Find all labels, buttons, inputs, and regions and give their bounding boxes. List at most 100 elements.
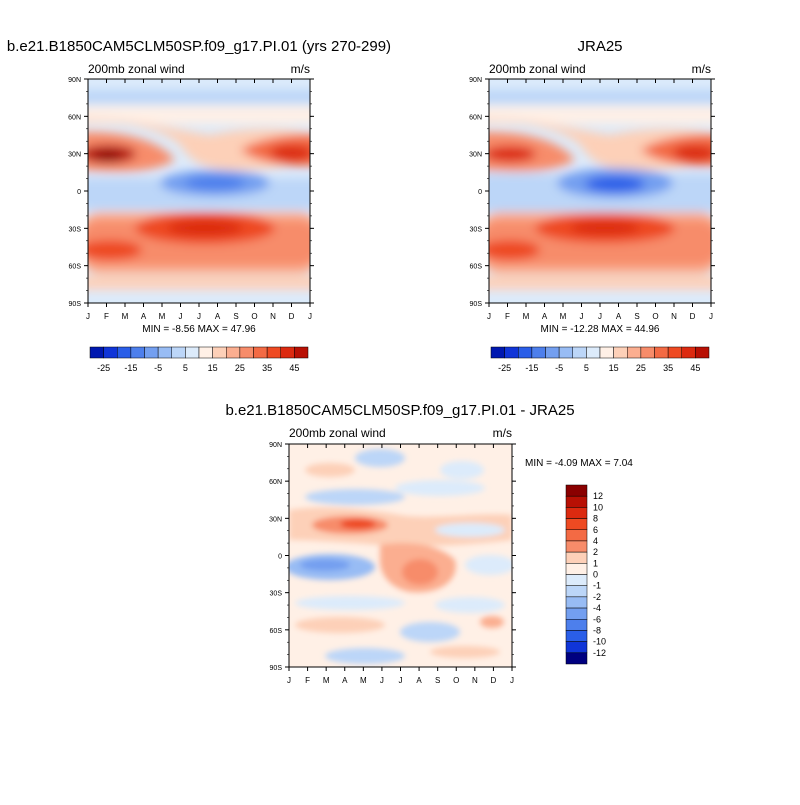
colorbar-swatch [130,346,145,359]
colorbar-swatch [253,346,268,359]
y-tick-label: 90N [68,77,81,84]
colorbar-swatch [89,346,104,359]
colorbar-label: 35 [262,363,272,373]
colorbar-label: -5 [555,363,563,373]
diff-blob-21 [430,646,500,658]
x-tick-label: F [505,312,510,321]
colorbar-swatch [565,652,588,665]
colorbar-swatch [212,346,227,359]
diff-blob-5 [395,480,485,496]
x-tick-label: M [560,312,567,321]
y-tick-label: 90S [69,301,82,308]
panel-obs-jet-sh-west [489,240,540,260]
diff-blob-19 [480,616,504,628]
colorbar-swatch [599,346,614,359]
colorbar-label: 15 [609,363,619,373]
colorbar-label: 25 [235,363,245,373]
panel-obs-units: m/s [692,62,711,76]
colorbar-swatch [565,518,588,530]
x-tick-label: A [616,312,622,321]
panel-obs-trop-low-core [585,176,645,192]
colorbar-swatch [266,346,281,359]
panel-obs-core-nh [489,146,536,162]
colorbar-label: 4 [593,536,598,546]
y-tick-label: 90N [269,442,282,449]
diff-blob-3 [305,463,355,477]
colorbar-label: -1 [593,581,601,591]
colorbar-swatch [545,346,560,359]
colorbar-swatch [198,346,213,359]
diff-blob-2 [440,461,484,479]
x-tick-label: M [122,312,129,321]
panel-diff-left-label: 200mb zonal wind [289,426,386,440]
x-tick-label: O [453,676,459,685]
panel-obs-band-45n [489,106,711,124]
diff-blob-13 [402,559,438,585]
colorbar-label: 2 [593,547,598,557]
x-tick-label: F [305,676,310,685]
x-tick-label: N [472,676,478,685]
diff-blob-20 [325,648,405,664]
panel-model-title: b.e21.B1850CAM5CLM50SP.f09_g17.PI.01 (yr… [7,38,391,55]
colorbar-swatch [565,630,588,642]
colorbar-swatch [239,346,254,359]
x-tick-label: N [671,312,677,321]
panel-obs-axes: J F M A M J J A S O N D J 90N 60N 30N 0 30S 60S 90S [469,77,715,321]
x-tick-label: S [634,312,639,321]
x-tick-label: J [709,312,713,321]
panel-diff-axes: J F M A M J J A S O N D J 90N 60N 30N 0 30S 60S 90S [269,442,516,685]
panel-model-core-nh2 [94,151,122,161]
y-tick-label: 0 [278,554,282,561]
colorbar-swatch [695,346,710,359]
colorbar-swatch [504,346,519,359]
x-tick-label: J [510,676,514,685]
colorbar-label: -12 [593,648,606,658]
colorbar-swatch [565,574,588,586]
x-tick-label: J [86,312,90,321]
panel-model-core-nh-right [270,145,310,161]
x-tick-label: J [380,676,384,685]
y-tick-label: 90S [470,301,483,308]
colorbar-label: 5 [584,363,589,373]
colorbar-label: 15 [208,363,218,373]
colorbar-label: -25 [498,363,511,373]
y-tick-label: 30S [470,226,483,233]
diff-blob-14 [465,555,512,575]
x-tick-label: M [323,676,330,685]
x-tick-label: A [342,676,348,685]
panel-obs-field [489,79,711,303]
colorbar-label: -10 [593,637,606,647]
diff-blob-4 [305,489,405,505]
y-tick-label: 60N [68,114,81,121]
panel-diff-field [289,444,512,667]
colorbar-swatch [667,346,682,359]
panel-obs-band-80s [489,290,711,303]
x-tick-label: A [542,312,548,321]
x-tick-label: J [598,312,602,321]
panel-model-field [88,79,310,303]
panel-model-trop-low-core [185,176,245,190]
panel-diff-title: b.e21.B1850CAM5CLM50SP.f09_g17.PI.01 - J… [225,402,574,419]
diff-blob-9 [435,523,505,537]
colorbar-swatch [144,346,159,359]
x-tick-label: D [289,312,295,321]
y-tick-label: 30N [469,152,482,159]
y-tick-label: 30S [69,226,82,233]
y-tick-label: 30S [270,591,283,598]
panel-model: b.e21.B1850CAM5CLM50SP.f09_g17.PI.01 (yr… [7,38,391,373]
x-tick-label: J [197,312,201,321]
panel-diff-units: m/s [493,426,512,440]
diff-blob-15 [295,596,405,610]
x-tick-label: J [580,312,584,321]
x-tick-label: S [435,676,440,685]
panel-model-band-80s [88,290,310,303]
y-tick-label: 60S [69,264,82,271]
panel-model-stats: MIN = -8.56 MAX = 47.96 [142,324,256,335]
colorbar-swatch [565,507,588,519]
colorbar-label: 12 [593,491,603,501]
x-tick-label: J [179,312,183,321]
colorbar-swatch [627,346,642,359]
panel-obs-left-label: 200mb zonal wind [489,62,586,76]
x-tick-label: O [251,312,257,321]
